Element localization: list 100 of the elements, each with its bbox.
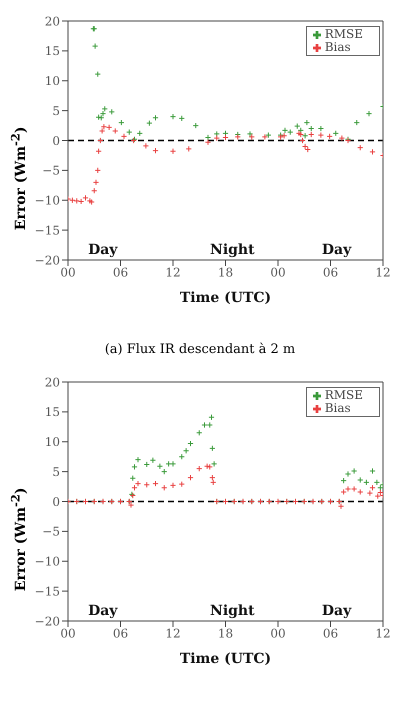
- point: [354, 119, 360, 126]
- point: [208, 414, 215, 420]
- point: [183, 448, 190, 454]
- y-tick-label: −10: [34, 554, 60, 569]
- point: [136, 130, 143, 136]
- point: [142, 142, 149, 149]
- annotation: Night: [210, 242, 255, 258]
- point: [152, 148, 159, 154]
- y-tick-label: 5: [52, 464, 60, 479]
- y-tick-label: 0: [52, 494, 60, 509]
- point: [130, 475, 136, 482]
- point: [298, 131, 304, 138]
- y-tick-label: 5: [52, 104, 60, 118]
- point: [91, 188, 98, 194]
- point: [97, 137, 104, 144]
- x-axis-title: Time (UTC): [180, 651, 272, 667]
- point: [150, 457, 156, 464]
- point: [374, 493, 381, 500]
- point: [298, 127, 304, 134]
- point: [100, 124, 107, 130]
- point: [131, 484, 138, 491]
- annotation: Day: [322, 603, 352, 619]
- y-tick-label: −20: [34, 253, 60, 268]
- x-axis-title: Time (UTC): [180, 290, 272, 306]
- point: [100, 110, 106, 117]
- point: [340, 477, 347, 484]
- point: [82, 194, 89, 201]
- point: [170, 460, 176, 467]
- y-tick-label: 20: [44, 14, 60, 28]
- point: [357, 144, 364, 151]
- x-tick-label: 00: [270, 626, 286, 641]
- point: [344, 470, 352, 478]
- point: [170, 148, 176, 154]
- point: [178, 454, 185, 460]
- point: [281, 132, 288, 139]
- point: [96, 148, 102, 154]
- point: [369, 468, 376, 474]
- y-tick-label: 20: [44, 375, 60, 390]
- y-tick-label: 15: [44, 44, 60, 58]
- point: [166, 460, 172, 467]
- y-tick-label: −15: [34, 584, 60, 598]
- point: [126, 129, 132, 136]
- point: [357, 476, 364, 484]
- y-tick-label: 0: [52, 134, 60, 148]
- annotation: Day: [88, 242, 118, 258]
- point: [214, 130, 220, 138]
- point: [144, 482, 150, 488]
- legend-label: Bias: [324, 401, 351, 415]
- point: [294, 123, 300, 130]
- point: [304, 146, 311, 153]
- x-tick-label: 12: [375, 626, 391, 641]
- point: [318, 132, 324, 138]
- point: [170, 482, 176, 488]
- point: [131, 464, 138, 470]
- x-tick-label: 06: [322, 626, 338, 641]
- text: (a) Flux IR descendant à 2 m: [104, 342, 296, 357]
- point: [187, 440, 194, 447]
- point: [304, 119, 310, 126]
- point: [222, 134, 229, 141]
- point: [211, 460, 218, 467]
- point: [246, 130, 254, 138]
- point: [128, 502, 134, 508]
- point: [234, 134, 241, 140]
- x-tick-label: 12: [165, 266, 181, 280]
- x-tick-label: 00: [60, 626, 76, 641]
- point: [308, 125, 314, 132]
- legend-label: RMSE: [324, 27, 363, 41]
- point: [152, 114, 159, 121]
- annotation: Day: [88, 603, 118, 619]
- point: [161, 468, 168, 475]
- point: [92, 42, 98, 50]
- x-tick-label: 06: [322, 266, 338, 280]
- point: [120, 133, 128, 140]
- point: [351, 468, 358, 474]
- point: [146, 120, 152, 126]
- point: [99, 128, 106, 134]
- x-tick-label: 06: [112, 626, 128, 641]
- point: [204, 139, 212, 146]
- point: [178, 481, 185, 488]
- point: [377, 489, 383, 496]
- point: [369, 148, 376, 155]
- x-tick-label: 18: [218, 266, 234, 280]
- point: [170, 114, 176, 120]
- x-tick-label: 00: [60, 266, 76, 280]
- x-tick-label: 00: [270, 266, 286, 280]
- x-tick-label: 12: [165, 626, 181, 641]
- point: [106, 124, 112, 130]
- point: [366, 110, 372, 117]
- point: [340, 488, 347, 496]
- point: [196, 430, 202, 436]
- y-tick-label: −15: [34, 223, 60, 238]
- point: [201, 422, 208, 428]
- point: [296, 130, 302, 136]
- x-tick-label: 12: [375, 266, 391, 280]
- point: [144, 461, 150, 468]
- point: [366, 490, 373, 496]
- point: [134, 456, 142, 463]
- point: [318, 125, 324, 132]
- point: [357, 488, 364, 496]
- point: [94, 71, 101, 78]
